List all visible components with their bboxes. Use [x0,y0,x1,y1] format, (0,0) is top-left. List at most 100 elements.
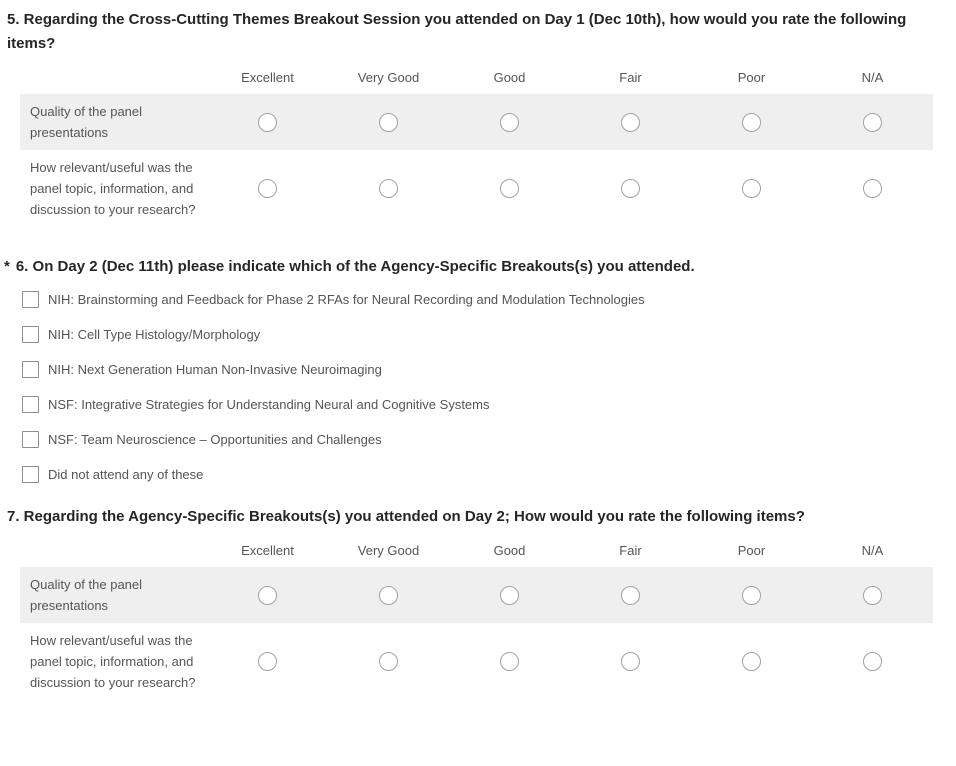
matrix-row-quality: Quality of the panel presentations [20,567,933,623]
radio-cell-very-good [328,567,449,623]
radio-button[interactable] [863,112,882,132]
rating-header-fair: Fair [619,70,642,85]
matrix-row-label: Quality of the panel presentations [30,104,143,140]
radio-button[interactable] [258,652,277,671]
checkbox-label[interactable]: NSF: Team Neuroscience – Opportunities a… [48,432,382,447]
radio-button[interactable] [621,585,640,605]
rating-header-very-good: Very Good [357,70,420,85]
radio-button[interactable] [500,585,519,605]
radio-button[interactable] [258,585,277,605]
radio-button[interactable] [863,585,882,605]
checkbox-option: Did not attend any of these [22,466,946,483]
required-asterisk: * [4,258,10,275]
checkbox[interactable] [22,431,39,448]
rating-header-good: Good [493,543,526,558]
radio-button[interactable] [379,585,398,605]
question-7: 7. Regarding the Agency-Specific Breakou… [7,505,946,700]
radio-cell-very-good [328,623,449,700]
radio-button[interactable] [500,652,519,671]
radio-cell-fair [570,150,691,227]
radio-button[interactable] [863,179,882,198]
question-6-options: NIH: Brainstorming and Feedback for Phas… [22,291,946,483]
question-7-rating-matrix: Excellent Very Good Good Fair Poor N/A Q… [20,543,946,700]
matrix-row-relevance: How relevant/useful was the panel topic,… [20,623,933,700]
checkbox[interactable] [22,466,39,483]
radio-cell-poor [691,94,812,150]
radio-cell-good [449,150,570,227]
checkbox[interactable] [22,291,39,308]
question-6-title: 6. On Day 2 (Dec 11th) please indicate w… [15,258,695,275]
matrix-row-quality: Quality of the panel presentations [20,94,933,150]
radio-cell-poor [691,567,812,623]
rating-header-poor: Poor [737,70,766,85]
rating-header-spacer [20,543,207,559]
radio-cell-fair [570,567,691,623]
radio-cell-good [449,567,570,623]
radio-button[interactable] [258,179,277,198]
rating-header-very-good: Very Good [357,543,420,558]
radio-button[interactable] [258,112,277,132]
radio-cell-na [812,150,933,227]
radio-button[interactable] [742,585,761,605]
radio-cell-poor [691,623,812,700]
radio-cell-very-good [328,150,449,227]
rating-header-spacer [20,70,207,86]
radio-button[interactable] [379,112,398,132]
rating-header-good: Good [493,70,526,85]
radio-cell-good [449,94,570,150]
radio-cell-excellent [207,623,328,700]
radio-button[interactable] [742,112,761,132]
radio-cell-fair [570,94,691,150]
radio-cell-fair [570,623,691,700]
radio-button[interactable] [500,179,519,198]
radio-cell-na [812,94,933,150]
checkbox-label[interactable]: NIH: Cell Type Histology/Morphology [48,327,261,342]
checkbox-option: NIH: Next Generation Human Non-Invasive … [22,361,946,378]
question-7-title: 7. Regarding the Agency-Specific Breakou… [7,508,805,525]
rating-header-row: Excellent Very Good Good Fair Poor N/A [20,543,946,559]
rating-header-na: N/A [861,543,884,558]
question-5: 5. Regarding the Cross-Cutting Themes Br… [7,8,946,227]
radio-cell-na [812,567,933,623]
radio-button[interactable] [863,652,882,671]
matrix-row-relevance: How relevant/useful was the panel topic,… [20,150,933,227]
radio-button[interactable] [379,652,398,671]
radio-button[interactable] [621,112,640,132]
checkbox-option: NIH: Brainstorming and Feedback for Phas… [22,291,946,308]
rating-header-excellent: Excellent [241,70,294,85]
rating-header-poor: Poor [737,543,766,558]
checkbox[interactable] [22,326,39,343]
radio-button[interactable] [742,179,761,198]
matrix-row-label: How relevant/useful was the panel topic,… [30,160,196,217]
question-5-rating-matrix: Excellent Very Good Good Fair Poor N/A Q… [20,70,946,227]
radio-cell-excellent [207,150,328,227]
question-6: * 6. On Day 2 (Dec 11th) please indicate… [4,255,946,483]
radio-cell-good [449,623,570,700]
radio-button[interactable] [621,179,640,198]
rating-header-na: N/A [861,70,884,85]
matrix-row-label: Quality of the panel presentations [30,577,143,613]
radio-cell-na [812,623,933,700]
question-6-title-row: * 6. On Day 2 (Dec 11th) please indicate… [4,255,946,279]
checkbox-label[interactable]: Did not attend any of these [48,467,204,482]
rating-header-fair: Fair [619,543,642,558]
checkbox-label[interactable]: NIH: Brainstorming and Feedback for Phas… [48,292,645,307]
radio-button[interactable] [379,179,398,198]
radio-cell-excellent [207,94,328,150]
radio-button[interactable] [742,652,761,671]
rating-header-row: Excellent Very Good Good Fair Poor N/A [20,70,946,86]
radio-cell-poor [691,150,812,227]
checkbox-option: NIH: Cell Type Histology/Morphology [22,326,946,343]
checkbox-option: NSF: Team Neuroscience – Opportunities a… [22,431,946,448]
checkbox-label[interactable]: NIH: Next Generation Human Non-Invasive … [48,362,382,377]
radio-cell-excellent [207,567,328,623]
checkbox-label[interactable]: NSF: Integrative Strategies for Understa… [48,397,490,412]
matrix-row-label: How relevant/useful was the panel topic,… [30,633,196,690]
radio-button[interactable] [621,652,640,671]
checkbox[interactable] [22,396,39,413]
checkbox-option: NSF: Integrative Strategies for Understa… [22,396,946,413]
rating-header-excellent: Excellent [241,543,294,558]
checkbox[interactable] [22,361,39,378]
radio-button[interactable] [500,112,519,132]
